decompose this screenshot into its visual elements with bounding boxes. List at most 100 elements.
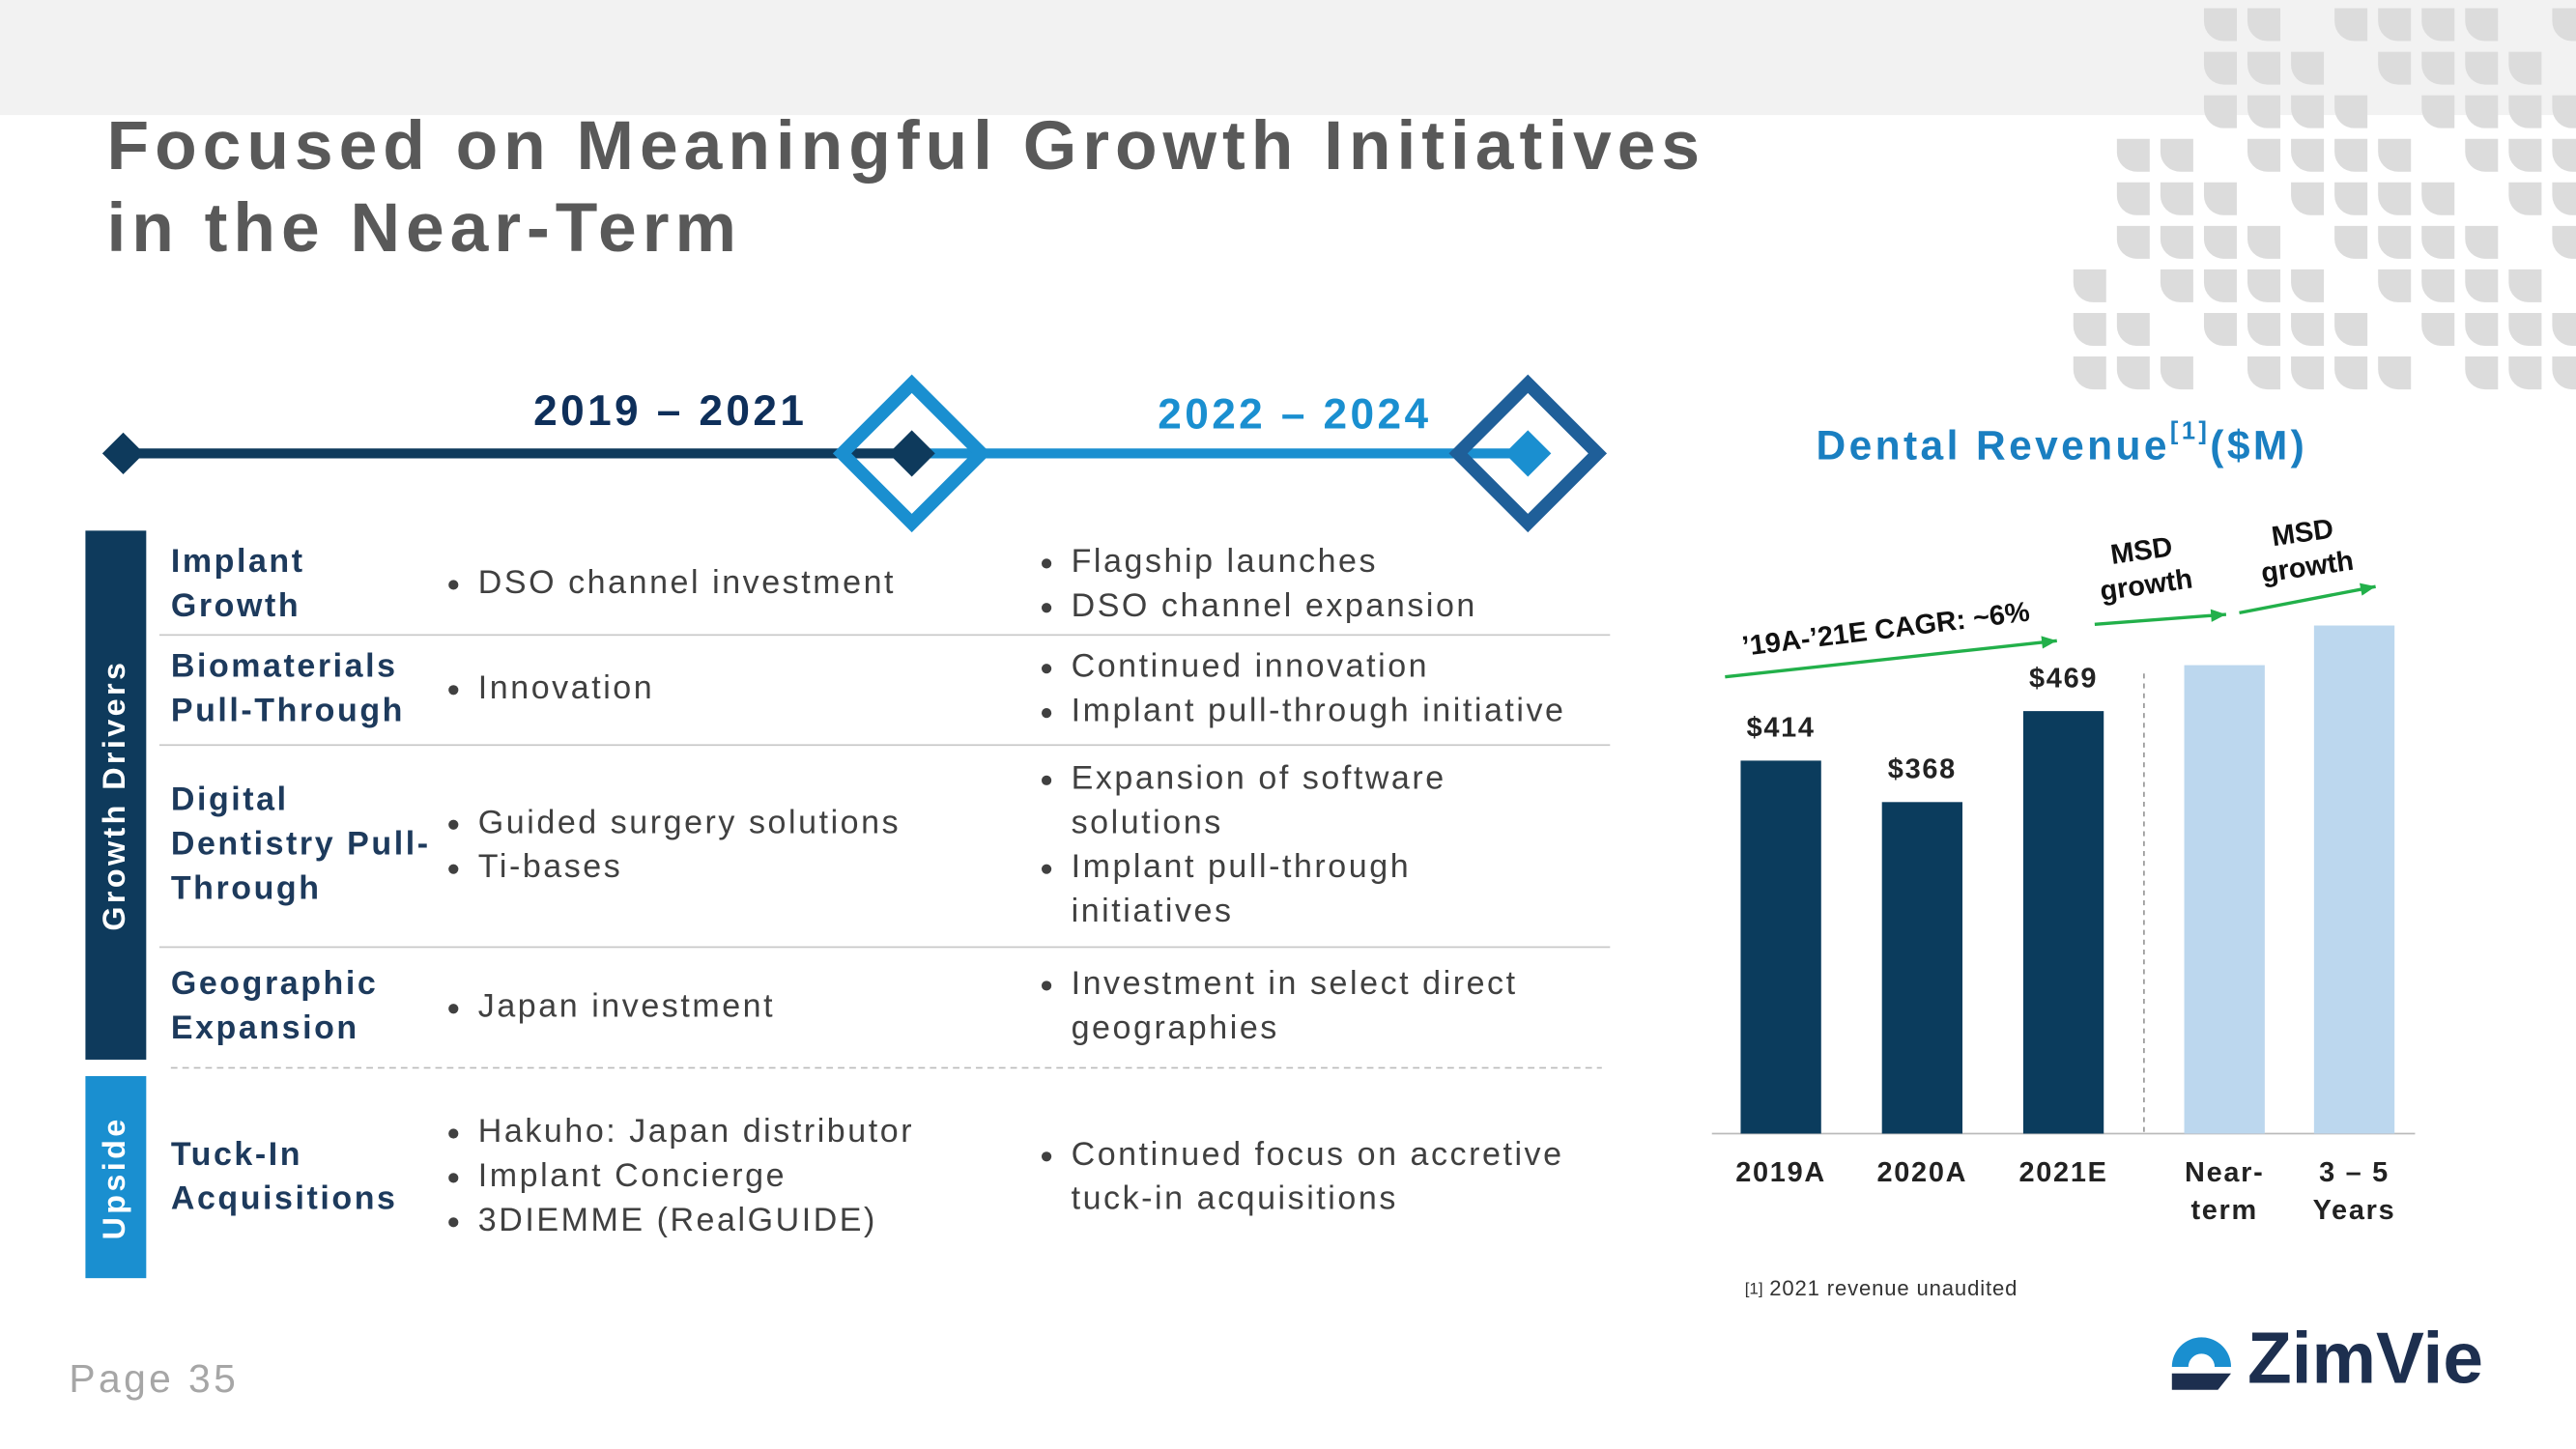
top-band	[0, 0, 2576, 116]
slide-title: Focused on Meaningful Growth Initiatives…	[106, 106, 1706, 267]
footnote: 2021 revenue unaudited	[1769, 1276, 2018, 1300]
cell: Japan investment	[439, 985, 989, 1030]
pattern-tile	[2203, 182, 2237, 215]
pattern-tile	[2334, 312, 2368, 346]
pattern-tile	[2465, 312, 2499, 346]
cell: Flagship launchesDSO channel expansion	[1006, 540, 1573, 629]
pattern-tile	[2291, 182, 2325, 215]
pattern-tile	[2465, 8, 2499, 42]
section-band: Upside	[85, 1075, 147, 1279]
pattern-tile	[2378, 182, 2412, 215]
bullet-list: Flagship launchesDSO channel expansion	[1006, 540, 1573, 629]
pattern-tile	[2291, 51, 2325, 85]
pattern-tile	[2160, 182, 2193, 215]
bullet-list: DSO channel investment	[439, 562, 989, 607]
bullet: DSO channel expansion	[1072, 584, 1573, 629]
timeline-marker	[832, 374, 991, 533]
pattern-tile	[2421, 312, 2455, 346]
pattern-tile	[2552, 225, 2576, 259]
pattern-tile	[2160, 269, 2193, 302]
pattern-tile	[2421, 225, 2455, 259]
section-label: Growth Drivers	[98, 659, 132, 931]
annotation: ’19A-’21E CAGR: ~6%	[1740, 597, 2031, 663]
table-row: Geographic Expansion Japan investment Inve…	[159, 947, 1610, 1068]
pattern-tile	[2247, 51, 2281, 85]
bar	[1740, 760, 1821, 1134]
pattern-tile	[2116, 312, 2150, 346]
logo-icon	[2171, 1337, 2232, 1367]
bullet-list: Guided surgery solutionsTi-bases	[439, 801, 989, 890]
pattern-tile	[2203, 8, 2237, 42]
pattern-tile	[2465, 269, 2499, 302]
logo-icon	[2171, 1373, 2232, 1390]
pattern-tile	[2378, 8, 2412, 42]
bullet: Implant pull-through initiative	[1072, 689, 1573, 733]
footnote-mark: [1]	[1745, 1280, 1763, 1298]
bar	[1881, 802, 1963, 1134]
arrow-head	[2360, 582, 2376, 596]
bullet: Implant pull-through initiatives	[1072, 845, 1573, 934]
pattern-tile	[2465, 51, 2499, 85]
pattern-tile	[2552, 95, 2576, 128]
x-tick-label: 3 – 5 Years	[2312, 1156, 2396, 1226]
annotation-line: MSD	[2108, 531, 2174, 571]
chart-title-note: [1]	[2170, 417, 2210, 444]
annotation-line: MSD	[2270, 513, 2335, 553]
pattern-tile	[2247, 8, 2281, 42]
pattern-tile	[2116, 225, 2150, 259]
bullet-list: Japan investment	[439, 985, 989, 1030]
row-label: Implant Growth	[170, 543, 305, 624]
pattern-tile	[2247, 356, 2281, 390]
pattern-tile	[2160, 138, 2193, 172]
pattern-tile	[2508, 269, 2542, 302]
pattern-tile	[2465, 356, 2499, 390]
bullet-list: Investment in select direct geographies	[1006, 963, 1573, 1052]
pattern-tile	[2508, 182, 2542, 215]
cell: Guided surgery solutionsTi-bases	[439, 801, 989, 890]
value-label: $368	[1888, 754, 1957, 785]
pattern-tile	[2378, 356, 2412, 390]
pattern-tile	[2552, 356, 2576, 390]
arrow	[1725, 639, 2057, 679]
pattern-tile	[2421, 95, 2455, 128]
bullet: Investment in select direct geographies	[1072, 963, 1573, 1052]
pattern-tile	[2508, 356, 2542, 390]
timeline-marker	[1504, 430, 1552, 477]
chart-title-text: Dental Revenue	[1817, 424, 2170, 469]
pattern-tile	[2508, 51, 2542, 85]
pattern-tile	[2160, 356, 2193, 390]
pattern-tile	[2552, 138, 2576, 172]
row-label: Biomaterials Pull-Through	[170, 647, 405, 729]
pattern-tile	[2552, 182, 2576, 215]
pattern-tile	[2247, 138, 2281, 172]
pattern-tile	[2334, 138, 2368, 172]
pattern-tile	[2334, 8, 2368, 42]
pattern-tile	[2552, 312, 2576, 346]
pattern-tile	[2552, 8, 2576, 42]
section-band: Growth Drivers	[85, 530, 147, 1060]
pattern-tile	[2203, 95, 2237, 128]
bullet-list: Innovation	[439, 667, 989, 711]
annotation: MSDgrowth	[2093, 529, 2194, 607]
pattern-tile	[2465, 138, 2499, 172]
bullet: Continued focus on accretive tuck-in acq…	[1072, 1133, 1573, 1222]
section-label: Upside	[98, 1115, 132, 1239]
bullet-list: Continued focus on accretive tuck-in acq…	[1006, 1133, 1573, 1222]
pattern-tile	[2203, 225, 2237, 259]
timeline-start	[101, 432, 145, 475]
timeline-marker	[1448, 374, 1608, 533]
bullet: DSO channel investment	[478, 562, 989, 607]
row-label: Digital Dentistry Pull-Through	[170, 781, 431, 907]
pattern-tile	[2247, 95, 2281, 128]
pattern-tile	[2160, 225, 2193, 259]
bullet: Flagship launches	[1072, 540, 1573, 584]
pattern-tile	[2378, 138, 2412, 172]
pattern-tile	[2421, 8, 2455, 42]
pattern-tile	[2073, 312, 2106, 346]
row-label: Geographic Expansion	[170, 966, 379, 1047]
pattern-tile	[2116, 356, 2150, 390]
x-tick-label: 2020A	[1876, 1156, 1968, 1188]
cell: Expansion of software solutionsImplant p…	[1006, 756, 1573, 934]
